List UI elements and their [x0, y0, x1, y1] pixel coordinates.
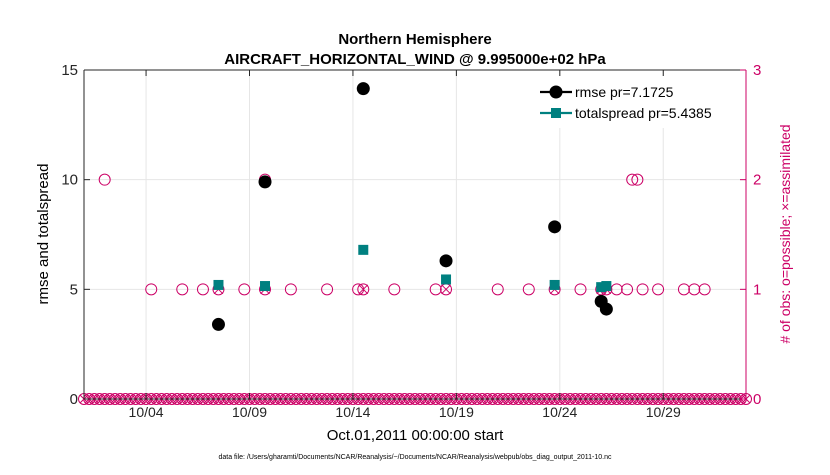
obs-possible-marker [652, 283, 665, 296]
rmse-point [211, 317, 225, 331]
y-tick-label: 5 [70, 281, 78, 298]
chart-subtitle: AIRCRAFT_HORIZONTAL_WIND @ 9.995000e+02 … [224, 51, 606, 68]
totalspread-point [601, 281, 612, 292]
obs-possible-marker [196, 283, 209, 296]
footnote: data file: /Users/gharamti/Documents/NCA… [218, 454, 612, 461]
y2-tick-label: 0 [753, 391, 761, 408]
x-tick-label: 10/09 [232, 404, 267, 420]
legend-totalspread-marker [551, 108, 561, 118]
obs-possible-marker [636, 283, 649, 296]
y-axis-label: rmse and totalspread [35, 164, 52, 305]
obs-possible-marker [677, 283, 690, 296]
y-tick-label: 10 [61, 172, 78, 189]
x-tick-label: 10/19 [439, 404, 474, 420]
obs-possible-marker [145, 283, 158, 296]
y-tick-label: 15 [61, 62, 78, 79]
obs-possible-marker [98, 173, 111, 186]
rmse-point [356, 82, 370, 96]
obs-possible-marker [621, 283, 634, 296]
obs-possible-marker [688, 283, 701, 296]
obs-possible-marker [321, 283, 334, 296]
legend-totalspread-label: totalspread pr=5.4385 [575, 105, 712, 121]
legend-rmse-label: rmse pr=7.1725 [575, 84, 674, 100]
y-tick-label: 0 [70, 391, 78, 408]
axes-layer: 10/04 10/09 10/14 10/19 10/24 10/29 0 5 10 15 0 1 2 3 [61, 62, 761, 420]
obs-possible-marker [491, 283, 504, 296]
totalspread-point [549, 279, 560, 290]
rmse-point [439, 254, 453, 268]
y2-axis-label: # of obs: o=possible; ×=assimilated [777, 124, 793, 343]
obs-possible-marker [626, 173, 639, 186]
totalspread-point [260, 281, 271, 292]
chart-title: Northern Hemisphere [338, 31, 491, 48]
x-tick-label: 10/14 [335, 404, 370, 420]
y2-tick-label: 3 [753, 62, 761, 79]
totalspread-point [441, 274, 452, 285]
rmse-point [548, 220, 562, 234]
totalspread-point [358, 244, 369, 255]
obs-possible-marker [522, 283, 535, 296]
obs-possible-marker [429, 283, 442, 296]
obs-assimilated-marker [441, 284, 451, 295]
obs-possible-marker [238, 283, 251, 296]
rmse-point [599, 302, 613, 316]
obs-possible-marker [284, 283, 297, 296]
x-axis-label: Oct.01,2011 00:00:00 start [327, 427, 504, 444]
obs-count-layer [98, 173, 711, 296]
x-tick-label: 10/04 [129, 404, 164, 420]
obs-possible-marker [631, 173, 644, 186]
legend-rmse-marker [549, 85, 563, 99]
series-layer [211, 82, 613, 331]
obs-possible-marker [357, 283, 370, 296]
obs-possible-marker [176, 283, 189, 296]
y2-tick-label: 2 [753, 172, 761, 189]
totalspread-point [596, 282, 607, 293]
obs-possible-marker [698, 283, 711, 296]
y2-tick-label: 1 [753, 281, 761, 298]
x-tick-label: 10/29 [646, 404, 681, 420]
x-tick-label: 10/24 [542, 404, 577, 420]
obs-assimilated-marker [358, 284, 369, 295]
rmse-point [258, 175, 272, 189]
totalspread-point [213, 279, 224, 290]
obs-possible-marker [388, 283, 401, 296]
legend: rmse pr=7.1725 totalspread pr=5.4385 [530, 76, 740, 128]
obs-possible-marker [574, 283, 587, 296]
legend-box [530, 76, 740, 128]
